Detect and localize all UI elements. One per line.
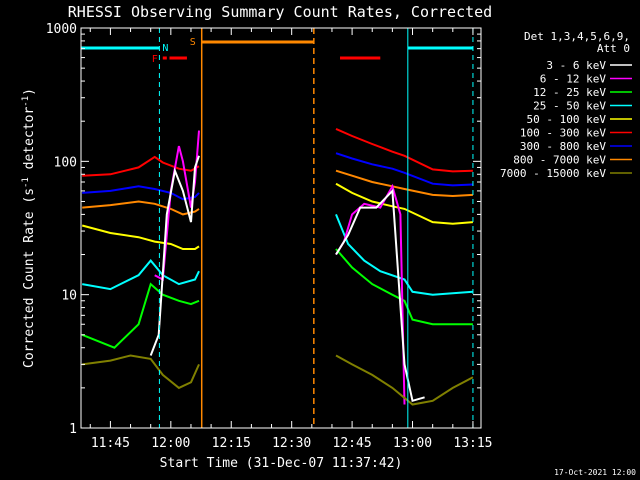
legend-label-3-6-kev: 3 - 6 keV — [546, 59, 606, 72]
series-line-25-50-kev — [335, 214, 473, 296]
series-line-6-12-kev — [335, 183, 406, 405]
y-tick-label: 1000 — [46, 22, 77, 37]
legend-label-12-25-kev: 12 - 25 keV — [533, 86, 606, 99]
series-line-100-300-kev — [82, 155, 200, 177]
x-tick-label: 13:15 — [453, 436, 492, 451]
series-line-100-300-kev — [335, 127, 473, 173]
legend-label-25-50-kev: 25 - 50 keV — [533, 100, 606, 113]
series-line-3-6-kev — [149, 155, 200, 356]
axes: 11:45 12:00 12:15 12:30 12:45 13:00 13:15 1 10 10… — [46, 22, 493, 451]
series-line-12-25-kev — [335, 248, 473, 326]
plot-area — [81, 127, 474, 406]
series-line-7000-15000-kev — [335, 354, 474, 406]
x-tick-label: 12:45 — [333, 436, 372, 451]
series-line-7000-15000-kev — [82, 354, 200, 390]
y-axis-label: Corrected Count Rate (s-1 detector-1) — [21, 88, 37, 368]
x-tick-label: 11:45 — [91, 436, 130, 451]
legend-label-50-100-kev: 50 - 100 keV — [527, 113, 607, 126]
plot-frame — [80, 27, 482, 429]
chart-title: RHESSI Observing Summary Count Rates, Co… — [68, 3, 492, 21]
legend-label-800-7000-kev: 800 - 7000 keV — [513, 154, 606, 167]
y-axis-label-sup2: -1 — [21, 96, 31, 107]
y-axis-label-part2: detector — [22, 107, 37, 178]
saa-flag-label: S — [190, 37, 196, 48]
y-tick-label: 100 — [54, 155, 77, 170]
series-line-300-800-kev — [335, 152, 473, 187]
legend-label-100-300-kev: 100 - 300 keV — [520, 127, 606, 140]
legend-header-line1: Det 1,3,4,5,6,9, — [524, 30, 630, 43]
legend-label-300-800-kev: 300 - 800 keV — [520, 140, 606, 153]
y-axis-label-part3: ) — [22, 88, 37, 96]
series-line-50-100-kev — [81, 224, 200, 250]
series-line-800-7000-kev — [82, 200, 200, 216]
y-axis-label-part1: Corrected Count Rate (s — [22, 188, 37, 368]
y-axis-label-sup1: -1 — [21, 177, 31, 188]
x-tick-label: 12:15 — [212, 436, 251, 451]
generated-date: 17-Oct-2021 12:00 — [554, 468, 636, 477]
night-flag-label: N — [162, 43, 168, 54]
x-tick-label: 12:00 — [151, 436, 190, 451]
legend-label-6-12-kev: 6 - 12 keV — [540, 73, 607, 86]
series-line-800-7000-kev — [335, 169, 473, 198]
legend-label-7000-15000-kev: 7000 - 15000 keV — [500, 167, 606, 180]
legend-header-line2: Att 0 — [597, 42, 630, 55]
x-tick-label: 13:00 — [393, 436, 432, 451]
x-tick-label: 12:30 — [272, 436, 311, 451]
series-line-25-50-kev — [82, 259, 200, 291]
x-axis-label: Start Time (31-Dec-07 11:37:42) — [160, 456, 403, 471]
flag-layer: N S F — [81, 28, 474, 428]
y-tick-label: 10 — [61, 289, 77, 304]
series-line-3-6-kev — [335, 188, 425, 403]
flare-flag-label: F — [152, 54, 158, 65]
series-line-12-25-kev — [81, 282, 200, 349]
y-tick-label: 1 — [69, 422, 77, 437]
